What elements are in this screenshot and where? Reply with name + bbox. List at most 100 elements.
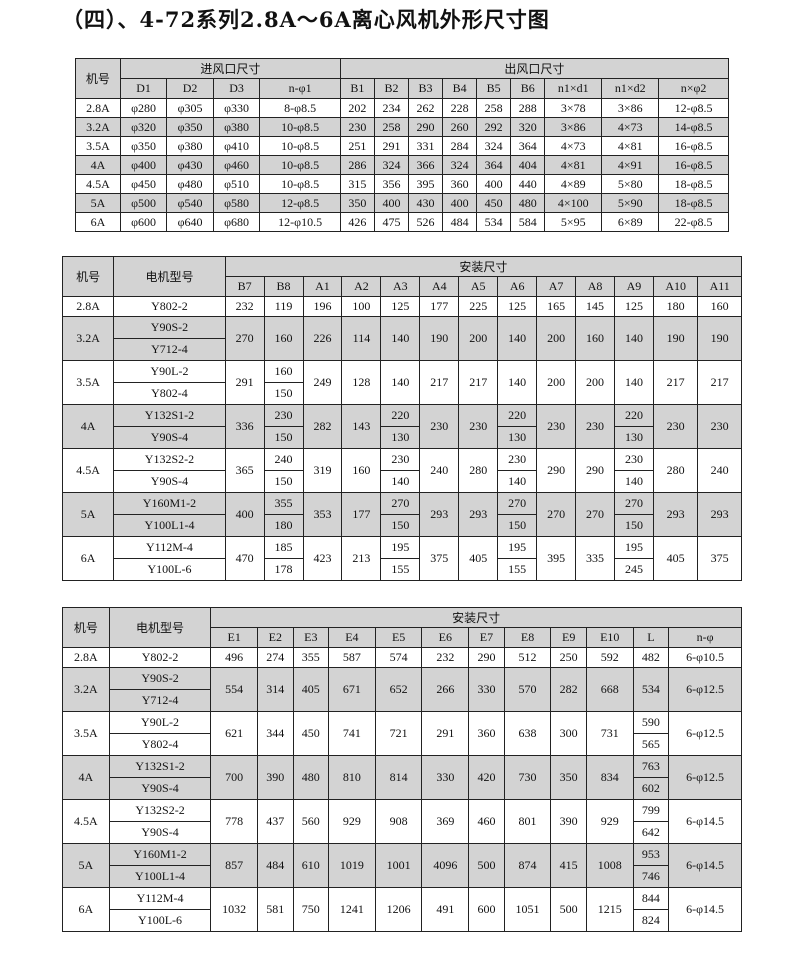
model-cell: 3.5A	[75, 136, 121, 156]
model-cell: 3.2A	[62, 667, 110, 712]
table-row: 2.8A φ280 φ305 φ330 8-φ8.5 202 234 262 228 258 288…	[75, 98, 729, 118]
split-cell: 844 824	[632, 887, 670, 932]
motor-header: 电机型号	[113, 256, 226, 297]
cell: 430	[407, 193, 444, 213]
split-cell: 160 150	[263, 360, 304, 405]
split-cell: 195 155	[497, 536, 538, 581]
model-cell: 2.8A	[61, 296, 115, 317]
column-header: E7	[468, 627, 505, 648]
cell: 360	[468, 711, 505, 756]
cell: 554	[210, 667, 259, 712]
cell: 190	[652, 316, 699, 361]
cell: 482	[632, 647, 670, 668]
cell: 270	[224, 316, 265, 361]
cell: 196	[302, 296, 343, 317]
split-cell: Y160M1-2 Y100L1-4	[113, 492, 226, 537]
table-row: 6A Y112M-4 Y100L-6 470 185 178 423 213 195 155 375…	[61, 536, 742, 581]
cell: 330	[468, 667, 505, 712]
column-header: n-φ1	[259, 78, 341, 99]
column-header: B6	[510, 78, 546, 99]
split-cell: 590 565	[632, 711, 670, 756]
model-cell: 5A	[62, 843, 110, 888]
cell: 258	[476, 98, 512, 118]
cell-value: Y90L-2	[141, 715, 180, 729]
split-cell: 230 150	[263, 404, 304, 449]
column-header: B1	[339, 78, 375, 99]
cell: 145	[575, 296, 616, 317]
cell: 213	[341, 536, 382, 581]
cell: 1019	[328, 843, 376, 888]
cell-value: 602	[633, 777, 669, 799]
cell: 300	[550, 711, 587, 756]
cell: 344	[257, 711, 294, 756]
cell: 366	[407, 155, 444, 175]
cell: φ430	[166, 155, 214, 175]
cell: 600	[468, 887, 505, 932]
cell: 560	[292, 799, 330, 844]
model-header: 机号	[75, 58, 121, 99]
cell: 232	[224, 296, 265, 317]
cell: 437	[257, 799, 294, 844]
cell: 801	[503, 799, 552, 844]
table-row: 4.5A Y132S2-2 Y90S-4 778 437 560 929 908 369 460 8…	[62, 799, 742, 844]
cell: 750	[292, 887, 330, 932]
cell: 496	[210, 647, 259, 668]
cell-value: Y90S-2	[150, 320, 189, 334]
cell-value: 270	[624, 496, 643, 510]
column-header: E3	[292, 627, 330, 648]
model-cell: 6A	[62, 887, 110, 932]
table-row: 2.8A Y802-2 232 119 196 100 125 177 225 125 165 145…	[61, 296, 742, 317]
cell-value: 150	[264, 426, 303, 448]
cell-value: 240	[274, 452, 293, 466]
group-header: 安装尺寸	[224, 256, 743, 277]
cell: 16-φ8.5	[658, 136, 729, 156]
cell: 500	[468, 843, 505, 888]
cell: 741	[328, 711, 376, 756]
cell: 230	[536, 404, 577, 449]
cell: 4×81	[544, 155, 603, 175]
cell: 10-φ8.5	[259, 174, 341, 194]
cell: 834	[585, 755, 634, 800]
cell: Y802-2	[108, 647, 212, 668]
cell-value: Y90L-2	[150, 364, 189, 378]
cell: φ580	[212, 193, 261, 213]
split-cell: Y160M1-2 Y100L1-4	[108, 843, 212, 888]
cell-value: Y90S-2	[141, 671, 179, 685]
model-cell: 4A	[61, 404, 115, 449]
cell: φ500	[119, 193, 168, 213]
cell: 440	[510, 174, 546, 194]
cell: 581	[257, 887, 294, 932]
cell: 324	[373, 155, 410, 175]
cell: 320	[510, 117, 546, 137]
cell: 4×73	[601, 117, 660, 137]
cell: 395	[407, 174, 444, 194]
split-cell: 220 130	[380, 404, 421, 449]
column-header: E8	[503, 627, 552, 648]
cell: 262	[407, 98, 444, 118]
split-cell: 270 150	[380, 492, 421, 537]
model-cell: 5A	[75, 193, 121, 213]
cell: 290	[407, 117, 444, 137]
cell: 315	[339, 174, 375, 194]
cell: 16-φ8.5	[658, 155, 729, 175]
cell: 450	[292, 711, 330, 756]
cell: 638	[503, 711, 552, 756]
split-cell: 355 180	[263, 492, 304, 537]
header-row: 机号 电机型号 安装尺寸	[61, 256, 743, 297]
cell: 475	[373, 212, 410, 232]
cell-value: 195	[624, 540, 643, 554]
cell-value: 220	[508, 408, 527, 422]
cell: 200	[575, 360, 616, 405]
column-header: B7	[224, 276, 265, 297]
cell: 140	[614, 316, 654, 361]
column-header: n1×d2	[601, 78, 660, 99]
cell: 350	[550, 755, 587, 800]
cell-value: 270	[508, 496, 527, 510]
cell: 240	[697, 448, 742, 493]
cell: 280	[458, 448, 499, 493]
cell-value: Y90S-4	[114, 426, 225, 448]
cell: 290	[536, 448, 577, 493]
cell: 230	[575, 404, 616, 449]
model-cell: 4.5A	[62, 799, 110, 844]
cell: 355	[292, 647, 330, 668]
